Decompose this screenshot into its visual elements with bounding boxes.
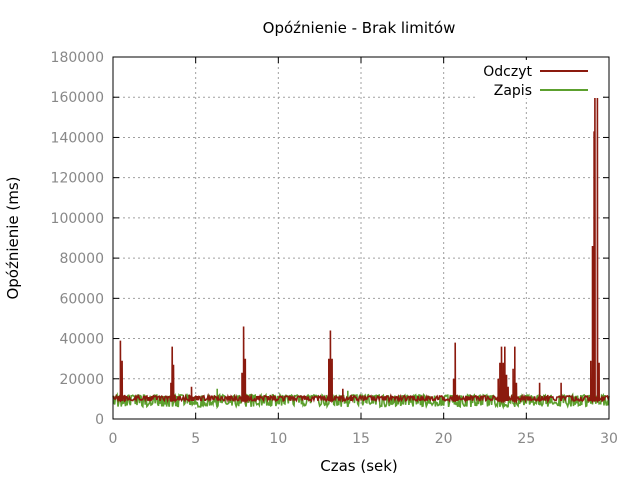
y-tick-label: 80000 — [59, 251, 104, 267]
x-tick-label: 5 — [191, 431, 200, 447]
y-tick-label: 40000 — [59, 332, 104, 348]
x-tick-label: 15 — [352, 431, 370, 447]
y-tick-label: 20000 — [59, 372, 104, 388]
x-tick-label: 30 — [600, 431, 618, 447]
y-axis-label: Opóźnienie (ms) — [4, 176, 22, 299]
y-tick-label: 100000 — [51, 211, 104, 227]
x-axis-label: Czas (sek) — [320, 457, 398, 475]
y-tick-label: 0 — [95, 412, 104, 428]
series-line — [112, 388, 610, 410]
chart-title: Opóźnienie - Brak limitów — [263, 19, 456, 37]
x-tick-label: 10 — [269, 431, 287, 447]
legend: Odczyt Zapis — [475, 60, 603, 99]
grid-lines — [113, 57, 609, 419]
series-zapis — [112, 388, 610, 410]
y-tick-label: 120000 — [51, 171, 104, 187]
y-tick-label: 140000 — [51, 130, 104, 146]
x-tick-label: 0 — [109, 431, 118, 447]
y-tick-label: 60000 — [59, 291, 104, 307]
legend-label-zapis: Zapis — [494, 83, 532, 99]
legend-label-odczyt: Odczyt — [483, 64, 532, 80]
x-tick-label: 25 — [517, 431, 535, 447]
series-odczyt — [112, 75, 610, 405]
legend-background — [475, 60, 603, 98]
y-tick-label: 180000 — [51, 50, 104, 66]
axis-ticks: 0 20000 40000 60000 80000 100000 120000 140000 1… — [51, 50, 618, 447]
y-tick-label: 160000 — [51, 90, 104, 106]
series-line — [112, 75, 610, 405]
x-tick-label: 20 — [435, 431, 453, 447]
